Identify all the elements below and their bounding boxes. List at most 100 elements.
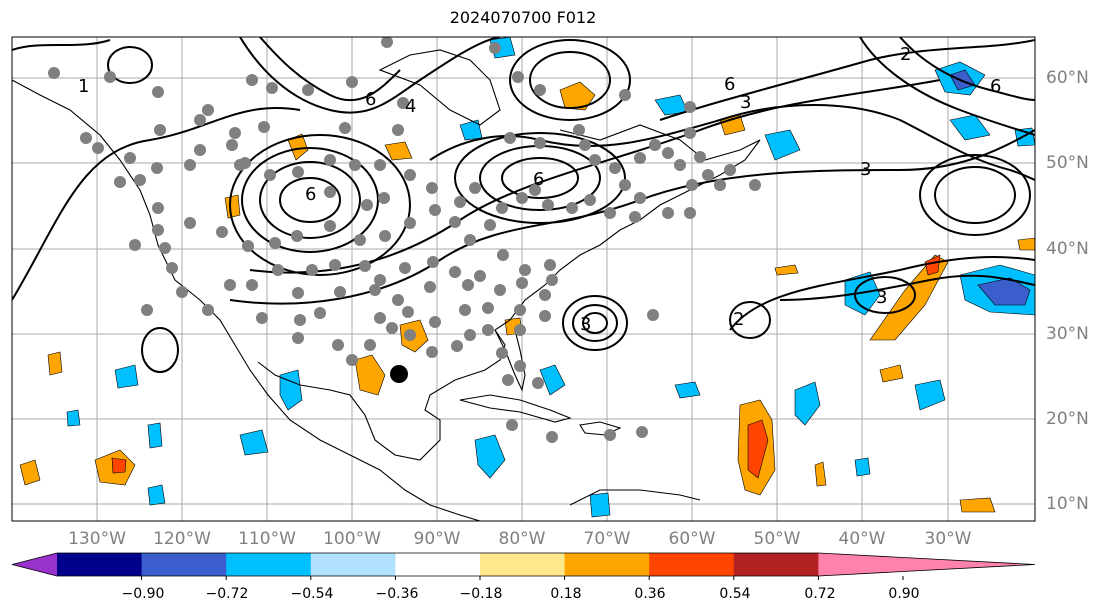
lon-label: 130°W: [68, 529, 126, 549]
station-marker: [619, 179, 631, 191]
station-marker: [202, 104, 214, 116]
station-marker: [649, 139, 661, 151]
lon-label: 100°W: [323, 529, 381, 549]
station-marker: [292, 332, 304, 344]
station-marker: [294, 314, 306, 326]
negative-anomaly-patch: [764, 129, 801, 161]
contour-ring: [529, 51, 611, 109]
station-marker: [514, 304, 526, 316]
negative-anomaly-patch: [114, 364, 139, 389]
station-marker: [92, 142, 104, 154]
lon-label: 40°W: [838, 529, 886, 549]
station-marker: [629, 211, 641, 223]
station-marker: [272, 264, 284, 276]
highlight-marker: [390, 365, 408, 383]
colorbar-segment: [480, 553, 566, 576]
station-marker: [332, 339, 344, 351]
contour-ring: [854, 276, 916, 314]
station-marker: [702, 169, 714, 181]
negative-anomaly-patch: [147, 422, 163, 449]
station-marker: [292, 166, 304, 178]
station-marker: [451, 340, 463, 352]
station-marker: [404, 329, 416, 341]
station-marker: [361, 199, 373, 211]
station-marker: [234, 159, 246, 171]
contour-label: 6: [724, 74, 735, 95]
station-marker: [449, 216, 461, 228]
lon-label: 110°W: [238, 529, 296, 549]
station-marker: [674, 159, 686, 171]
station-marker: [269, 237, 281, 249]
positive-anomaly-patch: [287, 133, 309, 161]
station-marker: [426, 182, 438, 194]
station-marker: [634, 192, 646, 204]
lat-label: 10°N: [1046, 494, 1089, 514]
station-marker: [141, 304, 153, 316]
contour-label: 3: [580, 314, 591, 335]
station-marker: [346, 76, 358, 88]
contour-label: 2: [900, 44, 911, 65]
contour-label: 2: [733, 309, 744, 330]
station-marker: [542, 199, 554, 211]
contour-label: 6: [305, 184, 316, 205]
colorbar-extend-min: [12, 553, 57, 576]
negative-anomaly-patch: [66, 409, 81, 427]
colorbar-tick-label: 0.54: [719, 586, 751, 602]
negative-anomaly-patch: [674, 381, 701, 399]
station-marker: [544, 259, 556, 271]
colorbar-segment: [310, 553, 396, 576]
contour-ring: [241, 147, 379, 253]
station-marker: [152, 224, 164, 236]
station-marker: [539, 310, 551, 322]
station-marker: [504, 132, 516, 144]
lat-label: 30°N: [1046, 324, 1089, 344]
negative-anomaly-patch: [949, 114, 991, 141]
contour-line: [239, 37, 501, 114]
contour-ring: [259, 161, 361, 239]
station-marker: [404, 217, 416, 229]
station-marker: [427, 256, 439, 268]
contour-ring: [107, 46, 153, 84]
contour-label: 1: [78, 76, 89, 97]
station-marker: [579, 139, 591, 151]
colorbar-tick-label: −0.90: [121, 586, 165, 602]
contour-line: [899, 37, 1035, 101]
lon-label: 50°W: [753, 529, 801, 549]
station-marker: [604, 207, 616, 219]
station-marker: [364, 339, 376, 351]
station-marker: [584, 194, 596, 206]
station-marker: [496, 202, 508, 214]
positive-anomaly-patch: [384, 141, 413, 161]
contour-label: 3: [740, 92, 751, 113]
station-marker: [266, 82, 278, 94]
station-marker: [573, 124, 585, 136]
station-marker: [359, 260, 371, 272]
contour-line: [12, 39, 111, 51]
colorbar-outline: [11, 552, 1036, 577]
lon-label: 60°W: [668, 529, 716, 549]
station-marker: [349, 159, 361, 171]
south-america-north: [569, 489, 701, 506]
station-marker: [306, 264, 318, 276]
station-marker: [324, 220, 336, 232]
station-marker: [151, 162, 163, 174]
positive-anomaly-patch: [19, 459, 41, 486]
station-marker: [714, 179, 726, 191]
contour-label: 4: [405, 96, 416, 117]
station-marker: [374, 274, 386, 286]
station-marker: [242, 240, 254, 252]
contour-ring: [279, 177, 341, 223]
positive-anomaly-patch: [111, 457, 127, 474]
station-marker: [134, 174, 146, 186]
contour-line: [659, 39, 1035, 121]
contour-ring: [934, 166, 1016, 224]
station-marker: [379, 230, 391, 242]
colorbar-tick-label: −0.36: [375, 586, 419, 602]
contour-line: [12, 107, 301, 301]
contour-label: 6: [533, 169, 544, 190]
lat-label: 40°N: [1046, 239, 1089, 259]
contour-ring: [229, 134, 411, 276]
contour-ring: [572, 304, 618, 342]
station-marker: [684, 127, 696, 139]
